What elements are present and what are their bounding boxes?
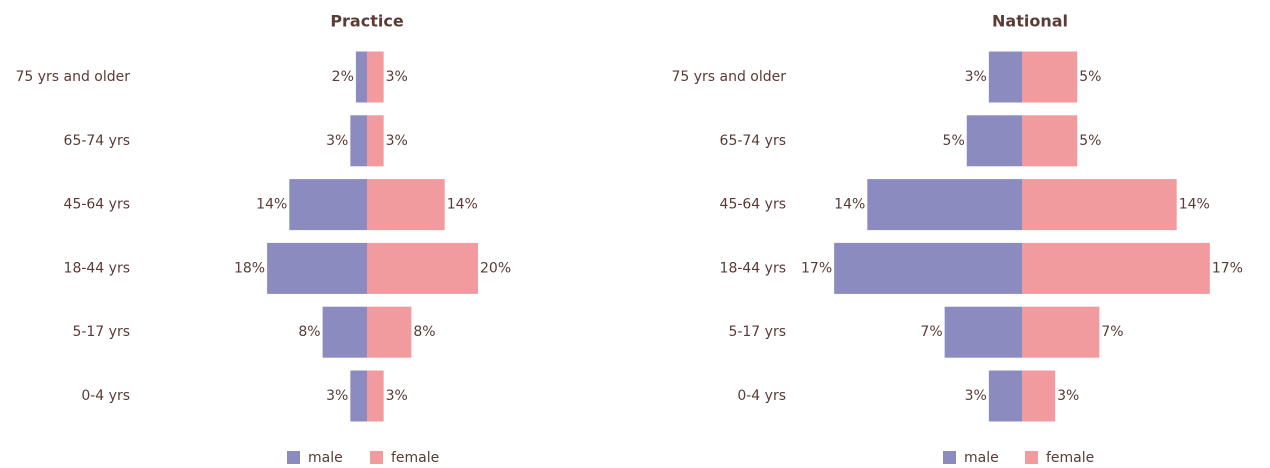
bar: [367, 115, 384, 167]
data-label: 5%: [1079, 69, 1101, 85]
chart-title: National: [992, 12, 1068, 31]
data-label: 5%: [1079, 133, 1101, 149]
data-label: 3%: [386, 388, 408, 404]
data-label: 17%: [801, 260, 832, 276]
category-label: 18-44 yrs: [720, 260, 786, 276]
bar: [1022, 370, 1056, 422]
chart-title: Practice: [330, 12, 404, 31]
data-label: 7%: [1101, 324, 1123, 340]
category-label: 0-4 yrs: [81, 388, 130, 404]
data-label: 17%: [1212, 260, 1243, 276]
legend-swatch: [1025, 451, 1038, 464]
category-label: 45-64 yrs: [720, 197, 786, 213]
bar: [867, 179, 1022, 231]
bar: [834, 242, 1022, 294]
legend-label: male: [964, 450, 999, 466]
category-label: 75 yrs and older: [671, 69, 786, 85]
category-label: 75 yrs and older: [15, 69, 130, 85]
bar: [367, 51, 384, 103]
legend-label: female: [1046, 450, 1094, 466]
data-label: 20%: [480, 260, 511, 276]
legend-swatch: [370, 451, 383, 464]
bar: [988, 370, 1022, 422]
category-label: 5-17 yrs: [728, 324, 786, 340]
bar: [367, 370, 384, 422]
data-label: 3%: [965, 388, 987, 404]
bar: [367, 306, 412, 358]
bar: [350, 115, 367, 167]
bar: [1022, 179, 1177, 231]
data-label: 3%: [386, 133, 408, 149]
data-label: 3%: [386, 69, 408, 85]
data-label: 3%: [326, 388, 348, 404]
bar: [350, 370, 367, 422]
legend-label: female: [391, 450, 439, 466]
data-label: 3%: [326, 133, 348, 149]
category-label: 18-44 yrs: [64, 260, 130, 276]
legend-swatch: [287, 451, 300, 464]
bar: [355, 51, 367, 103]
data-label: 2%: [332, 69, 354, 85]
bar: [1022, 51, 1078, 103]
bar: [267, 242, 367, 294]
data-label: 8%: [298, 324, 320, 340]
category-label: 5-17 yrs: [72, 324, 130, 340]
bar: [1022, 115, 1078, 167]
bar: [944, 306, 1022, 358]
bar: [322, 306, 367, 358]
bar: [988, 51, 1022, 103]
data-label: 14%: [447, 197, 478, 213]
data-label: 18%: [234, 260, 265, 276]
bar: [367, 242, 478, 294]
data-label: 3%: [965, 69, 987, 85]
bar: [367, 179, 445, 231]
category-label: 65-74 yrs: [64, 133, 130, 149]
data-label: 5%: [943, 133, 965, 149]
data-label: 14%: [834, 197, 865, 213]
category-label: 0-4 yrs: [737, 388, 786, 404]
data-label: 7%: [920, 324, 942, 340]
bar: [1022, 306, 1100, 358]
data-label: 3%: [1057, 388, 1079, 404]
data-label: 14%: [256, 197, 287, 213]
data-label: 14%: [1179, 197, 1210, 213]
data-label: 8%: [413, 324, 435, 340]
legend-label: male: [308, 450, 343, 466]
category-label: 65-74 yrs: [720, 133, 786, 149]
bar: [1022, 242, 1210, 294]
category-label: 45-64 yrs: [64, 197, 130, 213]
legend-swatch: [943, 451, 956, 464]
bar: [289, 179, 367, 231]
bar: [966, 115, 1022, 167]
